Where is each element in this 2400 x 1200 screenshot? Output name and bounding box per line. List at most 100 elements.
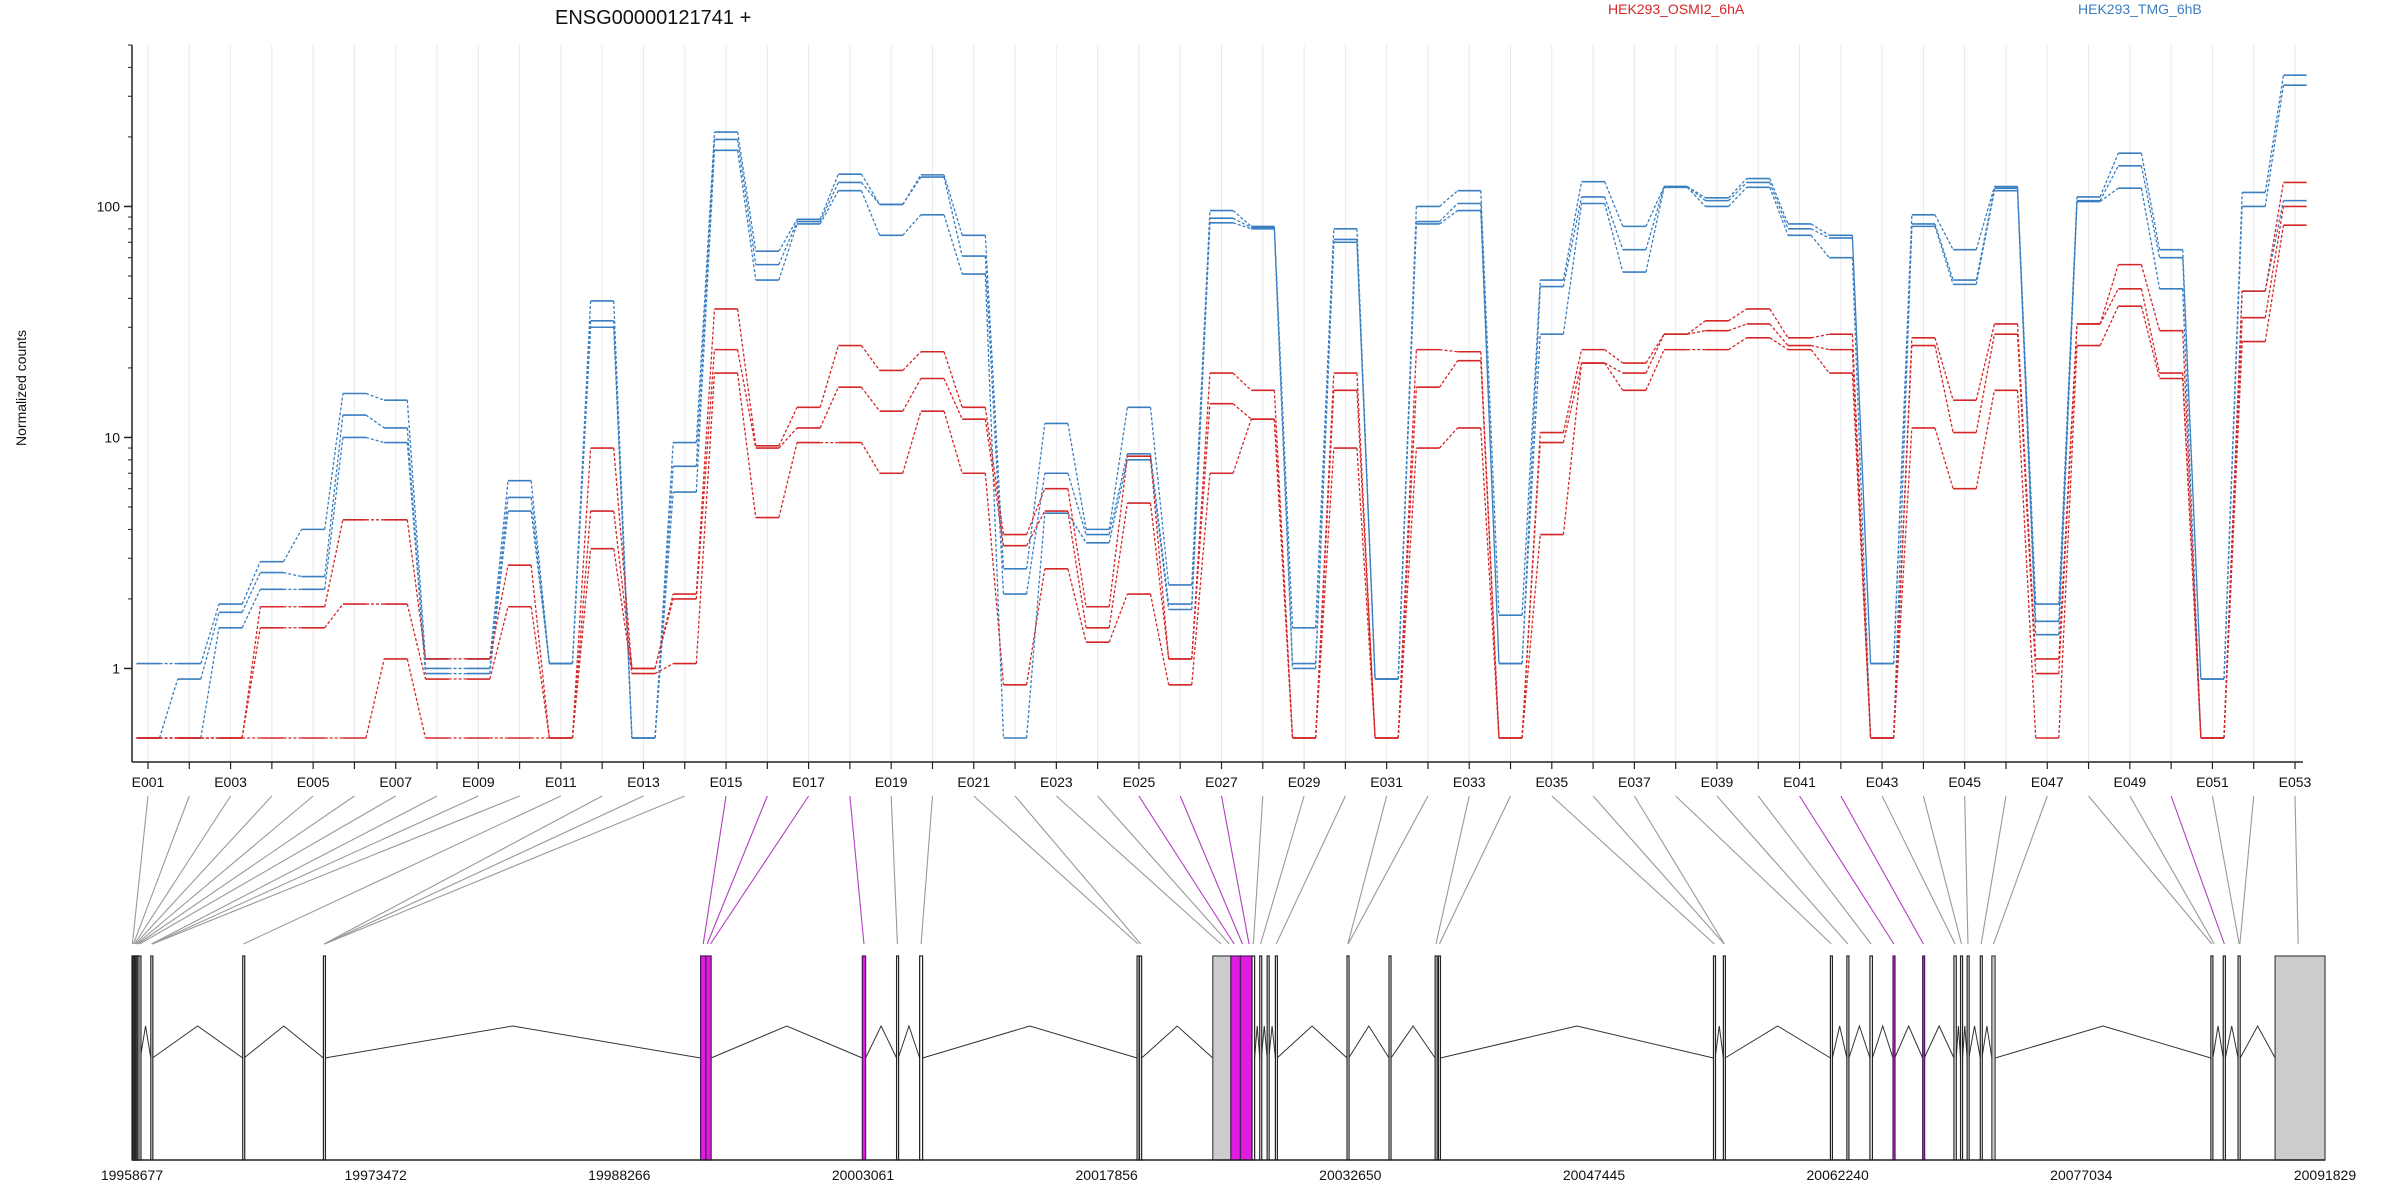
exon-box	[1136, 955, 1140, 1161]
series-connector	[2099, 165, 2119, 201]
x-tick-label: E015	[710, 774, 743, 790]
series-connector	[2099, 264, 2119, 325]
series-connector	[1686, 185, 1706, 199]
x-tick-label: E029	[1288, 774, 1321, 790]
intron-line	[1260, 1025, 1268, 1059]
connector-e013	[324, 795, 644, 945]
series-connector	[695, 308, 716, 595]
series-connector	[324, 437, 344, 590]
connector-e029	[1260, 795, 1305, 945]
series-connector	[2016, 334, 2037, 674]
series-connector	[200, 603, 220, 664]
series-layer	[136, 74, 2307, 739]
genomic-tick-label: 20047445	[1563, 1167, 1626, 1183]
series-connector	[1893, 345, 1913, 739]
x-tick-label: E053	[2279, 774, 2312, 790]
y-axis-label: Normalized counts	[13, 330, 29, 446]
x-tick-label: E001	[132, 774, 165, 790]
connector-e053	[2294, 795, 2299, 945]
series-connector	[1067, 423, 1087, 530]
series-connector	[1439, 210, 1459, 225]
chart-title: ENSG00000121741 +	[555, 7, 751, 29]
series-connector	[2223, 206, 2243, 680]
series-connector	[1604, 349, 1624, 364]
connector-e048	[2088, 795, 2213, 945]
exon-box	[1239, 955, 1253, 1161]
series-connector	[943, 176, 963, 257]
series-connector	[1728, 337, 1748, 351]
intron-line	[1955, 1025, 1962, 1059]
intron-line	[1994, 1025, 2212, 1059]
series-connector	[1397, 223, 1418, 680]
legend-entry-osmi2: HEK293_OSMI2_6hA	[1608, 1, 1745, 17]
series-connector	[1438, 360, 1459, 388]
series-connector	[1397, 349, 1418, 739]
series-connector	[2058, 345, 2078, 739]
intron-line	[1831, 1025, 1848, 1059]
series-connector	[1273, 228, 1294, 669]
series-connector	[1149, 459, 1170, 610]
series-connector	[984, 273, 1005, 739]
series-connector	[2058, 201, 2078, 635]
series-connector	[1810, 349, 1830, 374]
series-connector	[1397, 447, 1418, 739]
series-connector	[1439, 348, 1458, 353]
exon-box	[1259, 955, 1263, 1161]
series-connector	[489, 565, 509, 660]
intron-line	[1714, 1025, 1724, 1059]
series-connector	[1314, 390, 1335, 739]
series-connector	[1026, 510, 1046, 546]
intron-line	[710, 1025, 863, 1059]
series-connector	[1149, 593, 1170, 685]
series-connector	[695, 349, 716, 599]
series-connector	[2223, 192, 2243, 680]
series-connector	[1067, 473, 1087, 535]
series-connector	[1108, 453, 1128, 535]
series-connector	[654, 598, 674, 669]
series-connector	[613, 511, 633, 669]
series-connector	[1604, 181, 1624, 227]
series-connector	[2058, 200, 2078, 622]
series-connector	[1934, 214, 1954, 250]
connector-e022	[1014, 795, 1142, 945]
exon-box	[1846, 955, 1850, 1161]
series-connector	[695, 139, 716, 467]
series-connector	[695, 373, 716, 664]
exon-box	[2237, 955, 2241, 1161]
series-connector	[778, 221, 798, 265]
series-connector	[241, 572, 261, 613]
x-tick-label: E003	[214, 774, 247, 790]
genomic-tick-label: 19958677	[101, 1167, 164, 1183]
intron-line	[1276, 1025, 1348, 1059]
intron-line	[1923, 1024, 1955, 1059]
series-connector	[1851, 373, 1872, 739]
series-connector	[1025, 473, 1046, 595]
exon-box	[1722, 955, 1726, 1161]
x-tick-label: E011	[545, 774, 577, 790]
connector-e035	[1551, 795, 1715, 945]
series-connector	[1769, 308, 1789, 339]
exon-connector-lines	[131, 795, 2299, 945]
x-tick-label: E051	[2196, 774, 2229, 790]
legend-entry-tmg: HEK293_TMG_6hB	[2078, 1, 2202, 17]
connector-e020	[920, 795, 934, 945]
series-connector	[1893, 223, 1913, 664]
series-connector	[1604, 362, 1624, 391]
series-connector	[489, 480, 509, 659]
series-connector	[860, 442, 881, 474]
exon-box	[1991, 955, 1996, 1161]
series-connector	[2016, 188, 2037, 622]
series-connector	[1728, 178, 1748, 199]
intron-line	[1962, 1025, 1968, 1059]
series-connector	[1562, 349, 1583, 433]
connector-e037	[1633, 795, 1725, 945]
series-connector	[984, 235, 1005, 569]
series-connector	[1232, 372, 1252, 391]
series-connector	[2140, 188, 2161, 289]
intron-line	[2239, 1024, 2276, 1059]
series-connector	[736, 131, 757, 252]
series-connector	[984, 256, 1005, 595]
connector-e014	[324, 795, 685, 945]
series-connector	[1480, 203, 1500, 664]
